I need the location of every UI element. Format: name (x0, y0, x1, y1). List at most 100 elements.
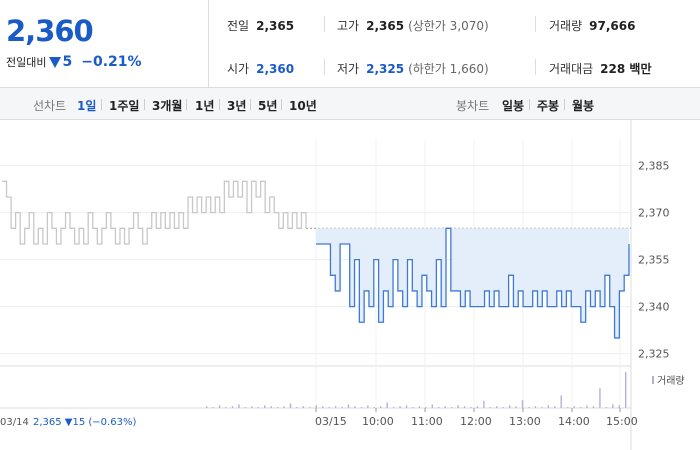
volume-bar (625, 372, 627, 408)
price-box: 2,360 전일대비 5 −0.21% (0, 0, 209, 88)
volume-bar (283, 406, 285, 408)
volume-bar (489, 407, 492, 408)
tab-3m[interactable]: 3개월 (152, 99, 183, 113)
volume-bar (289, 403, 292, 408)
open-stat: 시가 2,360 (227, 60, 294, 77)
volume-bar (438, 407, 440, 408)
volume-bar (618, 405, 620, 408)
volume-bar (302, 406, 305, 408)
volume-bar (322, 406, 324, 408)
today-area-fill (316, 228, 629, 338)
tab-3y[interactable]: 3년 (227, 99, 247, 113)
volume-bar (450, 407, 453, 408)
volume-bar (296, 407, 298, 408)
volume-bar (399, 406, 401, 408)
volume-bar (444, 406, 446, 408)
volume-bar (257, 407, 259, 408)
divider (250, 99, 251, 110)
volume-bar (264, 405, 266, 408)
volume-bar (528, 407, 530, 408)
volume-bar (238, 404, 240, 408)
current-price: 2,360 (6, 14, 94, 48)
volume-bar (502, 407, 504, 408)
low-stat: 저가 2,325 (하한가 1,660) (337, 60, 489, 77)
volume-bar (231, 406, 234, 408)
upper-limit: (상한가 3,070) (408, 19, 489, 33)
today-price-line (316, 227, 630, 339)
chart-tab-bar: 선차트 1일 1주일 3개월 1년 3년 5년 10년 봉차트 일봉 주봉 월봉 (0, 88, 700, 120)
change-percent: −0.21% (81, 54, 142, 70)
volume-value: 97,666 (589, 19, 636, 33)
tab-1y[interactable]: 1년 (195, 99, 215, 113)
amount-label: 거래대금 (549, 62, 594, 76)
change-row: 전일대비 5 −0.21% (6, 54, 142, 70)
volume-bar (360, 407, 363, 408)
open-value: 2,360 (256, 62, 295, 76)
tab-5y[interactable]: 5년 (258, 99, 278, 113)
x-tick-label: 11:00 (411, 415, 443, 428)
volume-bar (521, 399, 524, 408)
volume-bar (470, 407, 472, 408)
previous-day-label: 03/14 (0, 417, 29, 428)
volume-bar (547, 405, 550, 408)
y-tick-label: 2,385 (638, 160, 670, 173)
volume-bar (309, 407, 311, 408)
volume-bar (276, 407, 279, 408)
divider (535, 59, 536, 75)
tab-1w[interactable]: 1주일 (109, 99, 140, 113)
tab-10y[interactable]: 10년 (289, 99, 317, 113)
volume-legend-swatch (652, 376, 654, 384)
x-tick-label: 03/15 (315, 415, 347, 428)
volume-bar (418, 406, 421, 408)
volume-bar (476, 406, 479, 408)
volume-bar (354, 406, 356, 408)
prev-close-stat: 전일 2,365 (227, 17, 294, 34)
change-label: 전일대비 (6, 56, 47, 69)
amount-value: 228 백만 (600, 62, 652, 76)
low-value: 2,325 (366, 62, 405, 76)
volume-bar (218, 405, 221, 408)
divider (219, 99, 220, 110)
candle-chart-label: 봉차트 (456, 99, 490, 113)
x-tick-label: 14:00 (558, 415, 590, 428)
tab-daily[interactable]: 일봉 (502, 99, 525, 113)
high-label: 고가 (337, 19, 360, 33)
change-value: 5 (62, 54, 73, 70)
volume-bar (496, 406, 498, 408)
divider (186, 99, 187, 110)
divider (529, 99, 530, 110)
x-tick-label: 12:00 (460, 415, 492, 428)
volume-bar (483, 400, 485, 408)
tab-weekly[interactable]: 주봉 (537, 99, 560, 113)
volume-bar (225, 407, 227, 408)
high-stat: 고가 2,365 (상한가 3,070) (337, 17, 489, 34)
prev-close-value: 2,365 (256, 19, 295, 33)
low-label: 저가 (337, 62, 360, 76)
tab-1d[interactable]: 1일 (77, 99, 97, 113)
volume-bar (586, 405, 588, 408)
volume-bar (244, 407, 247, 408)
prev-close-label: 전일 (227, 19, 250, 33)
volume-bar (386, 402, 388, 408)
volume-bar (315, 405, 317, 408)
volume-legend-label: 거래량 (657, 375, 685, 387)
down-triangle-icon (49, 56, 62, 68)
volume-bar (212, 407, 214, 408)
volume-bar (457, 405, 459, 408)
price-chart: 2,385 2,370 2,355 2,340 2,325 03/15 10:00 11:00… (0, 120, 685, 450)
x-tick-label: 10:00 (362, 415, 394, 428)
volume-bar (579, 407, 582, 408)
volume-stat: 거래량 97,666 (549, 17, 635, 34)
y-tick-label: 2,325 (638, 348, 670, 361)
volume-bar (541, 407, 543, 408)
volume-bar (573, 406, 575, 408)
volume-bar (347, 404, 350, 408)
previous-day-change-info: 2,365 ▼15 (−0.63%) (33, 417, 136, 428)
volume-bar (341, 407, 343, 408)
open-label: 시가 (227, 62, 250, 76)
volume-bar (554, 406, 556, 408)
lower-limit: (하한가 1,660) (408, 62, 489, 76)
volume-bar (515, 406, 517, 408)
tab-monthly[interactable]: 월봉 (572, 99, 595, 113)
divider (535, 16, 536, 32)
